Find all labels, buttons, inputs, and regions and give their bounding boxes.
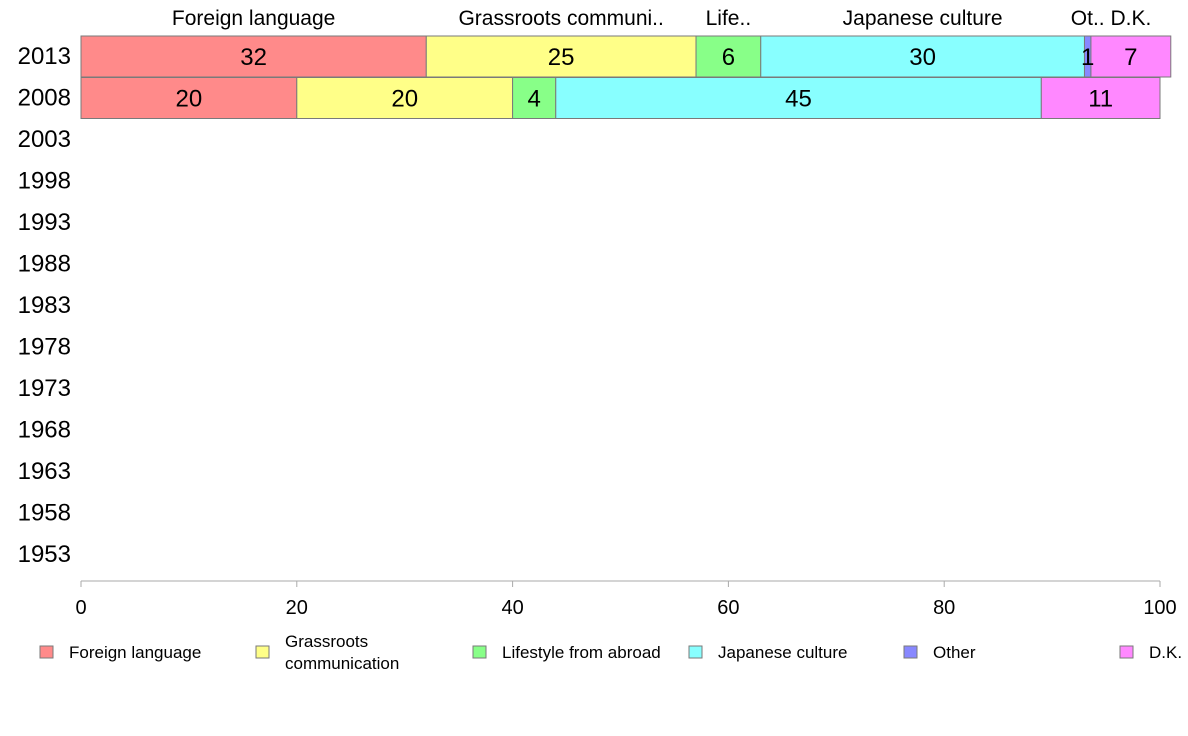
legend-swatch [472, 645, 487, 659]
bar-data-label: 32 [240, 44, 267, 71]
top-category-label: Foreign language [172, 7, 335, 30]
x-tick-label: 20 [286, 597, 308, 619]
legend-label: D.K. [1149, 643, 1182, 662]
x-tick-label: 40 [501, 597, 523, 619]
top-category-label: Japanese culture [843, 7, 1003, 30]
bar-data-label: 20 [176, 86, 203, 113]
y-tick-label: 1958 [18, 500, 71, 527]
x-tick-label: 100 [1143, 597, 1176, 619]
y-tick-label: 2003 [18, 126, 71, 153]
y-tick-label: 2008 [18, 85, 71, 112]
legend-swatch [39, 645, 54, 659]
bar-data-label: 30 [909, 44, 936, 71]
top-category-label: Grassroots communi.. [458, 7, 663, 30]
x-tick-label: 0 [75, 597, 86, 619]
bar-data-label: 11 [1088, 86, 1113, 113]
legend-swatch [688, 645, 703, 659]
y-tick-label: 1998 [18, 168, 71, 195]
legend-swatch [903, 645, 918, 659]
y-tick-label: 1953 [18, 541, 71, 568]
x-tick-label: 80 [933, 597, 955, 619]
bar-segment [425, 35, 697, 78]
top-category-label: D.K. [1110, 7, 1151, 30]
y-tick-label: 1968 [18, 417, 71, 444]
top-category-label: Ot.. [1071, 7, 1105, 30]
y-tick-label: 1983 [18, 292, 71, 319]
legend-swatch [1119, 645, 1134, 659]
bar-segment [1040, 77, 1161, 119]
bar-data-label: 45 [785, 86, 812, 113]
bar-data-label: 20 [391, 86, 418, 113]
bar-data-label: 25 [548, 44, 575, 71]
legend: Foreign language Grassroots communication L… [39, 632, 1182, 673]
bar-segment [80, 77, 298, 119]
y-tick-label: 1993 [18, 209, 71, 236]
x-tick-label: 60 [717, 597, 739, 619]
y-tick-label: 1973 [18, 375, 71, 402]
legend-label: Other [933, 643, 976, 662]
top-category-label: Life.. [706, 7, 752, 30]
y-tick-label: 1963 [18, 458, 71, 485]
bar-segment [512, 77, 557, 119]
bar-segment [80, 35, 427, 78]
legend-label: Japanese culture [718, 643, 847, 662]
legend-swatch [255, 645, 270, 659]
y-tick-label: 1988 [18, 251, 71, 278]
y-tick-label: 1978 [18, 334, 71, 361]
top-category-labels: Foreign language Grassroots communi.. Life… [172, 7, 1151, 30]
y-tick-label: 2013 [18, 43, 71, 70]
bar-data-label: 4 [528, 86, 541, 113]
bar-data-labels: 32 25 6 30 1 7 20 20 4 45 11 [176, 44, 1138, 113]
legend-label: Lifestyle from abroad [502, 643, 661, 662]
bar-segments [80, 35, 1172, 119]
legend-label: Foreign language [69, 643, 201, 662]
bar-data-label: 7 [1124, 44, 1137, 71]
bar-data-label: 1 [1081, 44, 1094, 71]
bar-segment [296, 77, 514, 119]
y-axis-tick-labels: 2013 2008 2003 1998 1993 1988 1983 1978 1973 1968… [18, 43, 71, 568]
legend-label: Grassroots communication [285, 632, 399, 673]
bar-segment [760, 35, 1085, 78]
bar-segment [1090, 35, 1172, 78]
bar-segment [555, 77, 1042, 119]
x-axis: 0 20 40 60 80 100 [75, 580, 1177, 619]
bar-data-label: 6 [722, 44, 735, 71]
bar-segment [695, 35, 762, 78]
